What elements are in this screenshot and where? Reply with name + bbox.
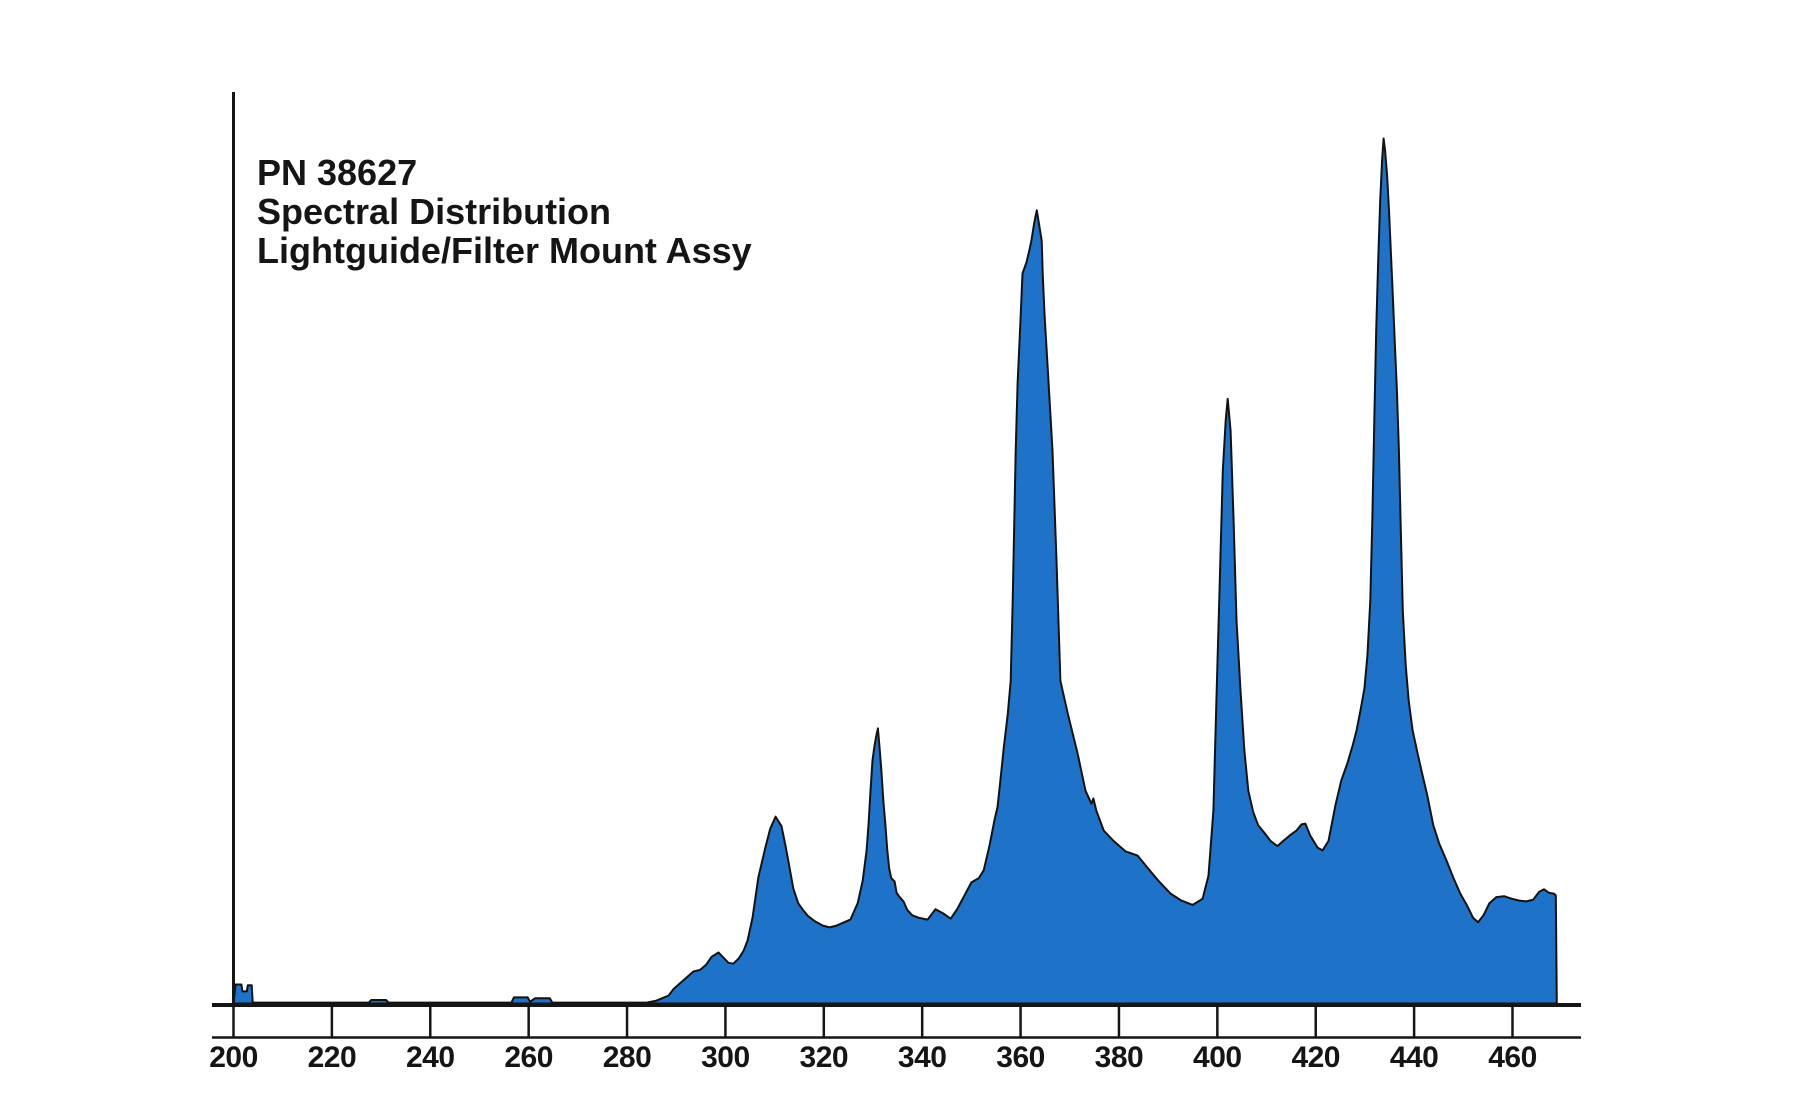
title-line-chart-type: Spectral Distribution (257, 191, 612, 232)
x-tick-label-260: 260 (504, 1041, 553, 1074)
x-tick-label-300: 300 (701, 1041, 750, 1074)
x-tick-label-440: 440 (1389, 1041, 1439, 1074)
spectrum-area (232, 137, 1558, 1005)
title-line-part-number: PN 38627 (257, 152, 418, 193)
chart-title-block: PN 38627 Spectral Distribution Lightguid… (257, 153, 752, 270)
x-tick-label-320: 320 (799, 1041, 849, 1074)
x-tick-label-280: 280 (602, 1041, 652, 1074)
x-tick-label-240: 240 (405, 1041, 455, 1074)
x-tick-label-400: 400 (1193, 1041, 1242, 1074)
x-tick-label-420: 420 (1291, 1041, 1340, 1074)
title-line-assembly: Lightguide/Filter Mount Assy (257, 230, 752, 271)
x-tick-label-200: 200 (209, 1041, 258, 1074)
x-tick-label-460: 460 (1488, 1041, 1537, 1074)
x-tick-label-340: 340 (897, 1041, 947, 1074)
x-tick-label-360: 360 (996, 1041, 1045, 1074)
x-tick-label-380: 380 (1094, 1041, 1144, 1074)
x-tick-label-220: 220 (307, 1041, 357, 1074)
